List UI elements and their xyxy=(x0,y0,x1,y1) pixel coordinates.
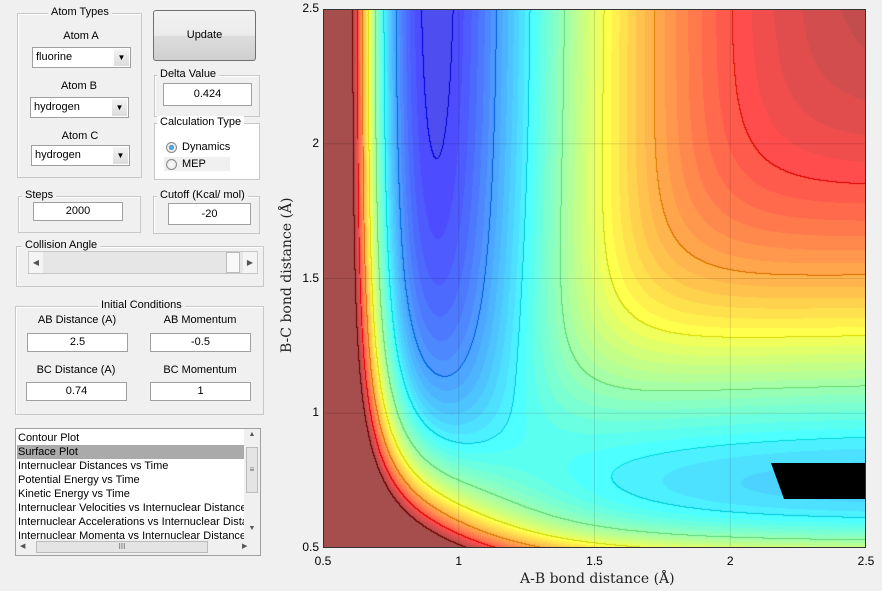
ab-momentum-input[interactable]: -0.5 xyxy=(150,333,251,352)
y-tick-label: 2.5 xyxy=(302,1,319,15)
atom-c-label: Atom C xyxy=(61,130,99,142)
delta-title: Delta Value xyxy=(157,68,220,80)
x-tick-label: 2.5 xyxy=(857,554,875,568)
axes-box xyxy=(323,9,866,548)
contour-canvas xyxy=(323,9,866,548)
calculation-type-title: Calculation Type xyxy=(157,116,245,128)
list-item[interactable]: Internuclear Distances vs Time xyxy=(18,460,169,472)
cutoff-input[interactable]: -20 xyxy=(168,203,251,225)
list-item[interactable]: Potential Energy vs Time xyxy=(18,474,140,486)
atom-types-panel: Atom Types xyxy=(17,6,142,178)
atom-b-value: hydrogen xyxy=(34,101,80,113)
ab-distance-input[interactable]: 2.5 xyxy=(27,333,128,352)
atom-c-select[interactable]: hydrogen ▼ xyxy=(31,145,130,166)
plot-overlay xyxy=(323,9,866,548)
list-item[interactable]: Internuclear Velocities vs Internuclear … xyxy=(18,502,244,514)
list-item[interactable]: Internuclear Accelerations vs Internucle… xyxy=(18,516,244,528)
cutoff-title: Cutoff (Kcal/ mol) xyxy=(157,189,248,201)
scroll-right-button[interactable]: ▶ xyxy=(243,252,257,273)
bc-distance-input[interactable]: 0.74 xyxy=(26,382,127,401)
y-axis-label: B-C bond distance (Å) xyxy=(279,197,295,353)
slider-thumb[interactable] xyxy=(226,252,240,273)
list-item-selected[interactable]: Surface Plot xyxy=(17,445,244,459)
horizontal-scroll-thumb[interactable]: III xyxy=(36,541,208,553)
x-tick-label: 1 xyxy=(455,554,463,568)
scroll-right-icon[interactable]: ▶ xyxy=(242,543,248,550)
list-item[interactable]: Kinetic Energy vs Time xyxy=(18,488,130,500)
atom-a-value: fluorine xyxy=(36,51,73,63)
chevron-down-icon: ▼ xyxy=(114,49,129,66)
steps-panel: Steps xyxy=(18,189,141,233)
collision-angle-slider[interactable]: ◀ ▶ xyxy=(28,251,258,274)
scroll-down-icon[interactable]: ▼ xyxy=(248,525,256,532)
dynamics-label: Dynamics xyxy=(182,141,231,153)
steps-input[interactable]: 2000 xyxy=(33,202,123,221)
initial-conditions-title: Initial Conditions xyxy=(98,299,185,311)
atom-c-value: hydrogen xyxy=(35,149,81,161)
scroll-up-icon[interactable]: ▲ xyxy=(248,431,256,438)
potential-energy-contour-plot xyxy=(323,9,866,548)
y-tick-label: 2 xyxy=(312,135,319,150)
delta-input[interactable]: 0.424 xyxy=(163,83,252,106)
bc-distance-label: BC Distance (A) xyxy=(36,364,116,376)
trajectory xyxy=(771,463,866,499)
scroll-left-button[interactable]: ◀ xyxy=(29,252,43,273)
vertical-scrollbar[interactable]: ▲ ≡ ▼ xyxy=(244,429,260,539)
ab-momentum-label: AB Momentum xyxy=(163,314,237,326)
y-tick-label: 0.5 xyxy=(302,540,319,554)
y-tick-label: 1 xyxy=(312,405,319,420)
x-tick-label: 0.5 xyxy=(314,554,332,568)
mep-option-bg xyxy=(164,157,230,171)
atom-b-label: Atom B xyxy=(60,80,98,92)
ab-distance-label: AB Distance (A) xyxy=(37,314,117,326)
chevron-down-icon: ▼ xyxy=(112,99,127,116)
chevron-down-icon: ▼ xyxy=(113,147,128,164)
atom-a-label: Atom A xyxy=(63,30,99,42)
x-axis-label: A-B bond distance (Å) xyxy=(520,571,675,587)
bc-momentum-input[interactable]: 1 xyxy=(150,382,251,401)
initial-conditions-panel: Initial Conditions xyxy=(15,299,264,415)
x-tick-label: 1.5 xyxy=(586,554,603,568)
mep-label: MEP xyxy=(182,158,206,170)
scroll-left-icon[interactable]: ◀ xyxy=(20,543,26,550)
atom-b-select[interactable]: hydrogen ▼ xyxy=(30,97,129,118)
atom-a-select[interactable]: fluorine ▼ xyxy=(32,47,131,68)
collision-angle-panel: Collision Angle xyxy=(16,239,264,287)
plot-type-listbox[interactable]: Contour Plot Surface Plot Internuclear D… xyxy=(15,428,261,556)
mep-radio[interactable] xyxy=(166,159,177,170)
dynamics-radio[interactable] xyxy=(166,142,177,153)
y-tick-label: 1.5 xyxy=(302,270,319,285)
steps-title: Steps xyxy=(22,189,57,201)
x-tick-label: 2 xyxy=(726,554,734,568)
update-label: Update xyxy=(186,29,223,41)
list-item[interactable]: Contour Plot xyxy=(18,432,80,444)
cutoff-panel: Cutoff (Kcal/ mol) xyxy=(153,189,260,234)
bc-momentum-label: BC Momentum xyxy=(163,364,237,376)
horizontal-scrollbar[interactable]: ◀ III ▶ xyxy=(16,539,260,555)
collision-angle-title: Collision Angle xyxy=(22,239,101,251)
atom-types-title: Atom Types xyxy=(48,6,112,18)
update-button[interactable]: Update xyxy=(153,10,256,61)
vertical-scroll-thumb[interactable]: ≡ xyxy=(246,447,258,493)
